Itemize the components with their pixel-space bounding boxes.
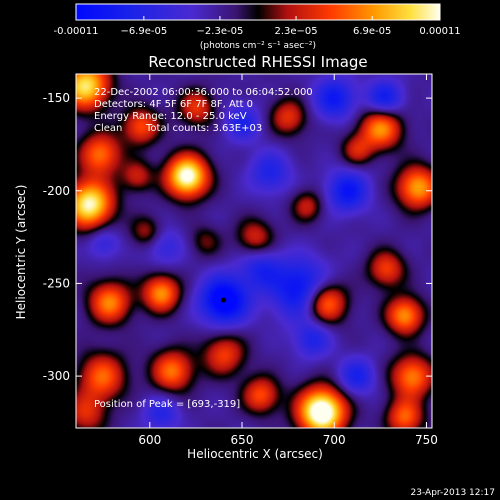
colorbar-tick-label: −2.3e-05: [197, 26, 244, 37]
plot-frame: [75, 73, 433, 429]
colorbar-tick-label: 2.3e−05: [274, 26, 317, 37]
y-axis-ticks: -150 -200 -250 -300: [43, 91, 432, 383]
annotation-detectors: Detectors: 4F 5F 6F 7F 8F, Att 0: [94, 99, 253, 110]
annotation-counts: Total counts: 3.63E+03: [145, 123, 262, 134]
colorbar-tick-label: 0.00011: [419, 26, 460, 37]
colorbar-tick-label: 6.9e-05: [353, 26, 391, 37]
x-axis-ticks: 600 650 700 750: [138, 74, 438, 447]
peak-marker: [221, 297, 227, 303]
colorbar-tick-label: −6.9e-05: [120, 26, 167, 37]
annotation-peak: Position of Peak = [693,-319]: [94, 399, 240, 410]
colorbar: -0.00011 −6.9e-05 −2.3e-05 2.3e−05 6.9e-05 0.…: [54, 3, 461, 51]
x-tick-label: 600: [138, 433, 161, 447]
footer-date: 23-Apr-2013 12:17: [411, 488, 495, 498]
chart-title: Reconstructed RHESSI Image: [148, 53, 367, 71]
x-axis-label: Heliocentric X (arcsec): [187, 447, 323, 461]
annotation-method: Clean: [94, 123, 122, 134]
annotations: 22-Dec-2002 06:00:36.000 to 06:04:52.000…: [94, 87, 313, 410]
x-tick-label: 650: [231, 433, 254, 447]
y-tick-label: -250: [43, 276, 70, 290]
x-tick-label: 700: [323, 433, 346, 447]
x-tick-label: 750: [415, 433, 438, 447]
plot-area: [75, 73, 433, 429]
colorbar-tick-label: -0.00011: [54, 26, 99, 37]
annotation-energy: Energy Range: 12.0 - 25.0 keV: [94, 111, 247, 122]
y-tick-label: -200: [43, 184, 70, 198]
colorbar-ticks: -0.00011 −6.9e-05 −2.3e-05 2.3e−05 6.9e-05 0.…: [54, 16, 461, 37]
colorbar-unit-label: (photons cm⁻² s⁻¹ asec⁻²): [200, 41, 316, 51]
annotation-time: 22-Dec-2002 06:00:36.000 to 06:04:52.000: [94, 87, 313, 98]
y-axis-label: Heliocentric Y (arcsec): [14, 185, 28, 320]
colorbar-gradient: [75, 3, 441, 21]
y-tick-label: -300: [43, 369, 70, 383]
y-tick-label: -150: [43, 91, 70, 105]
